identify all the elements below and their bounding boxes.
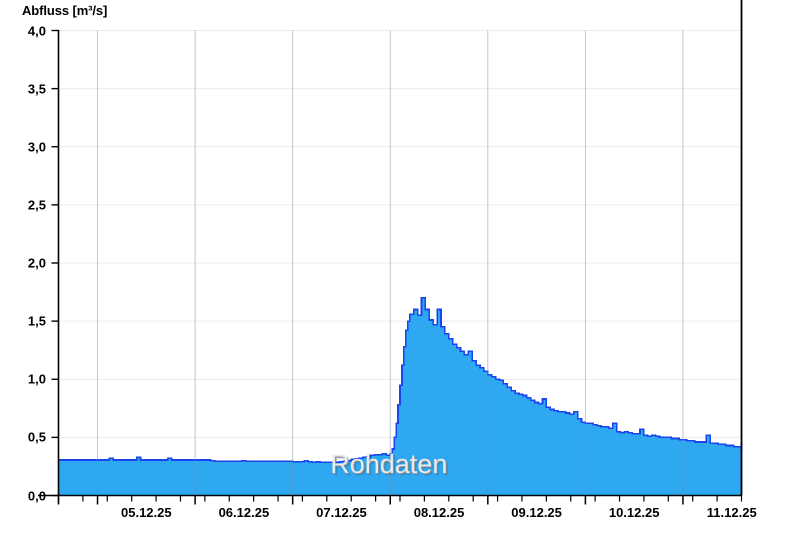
x-tick-label: 11.12.25 <box>706 505 757 520</box>
axis-lines-group <box>38 0 743 505</box>
tick-marks-group <box>51 29 743 505</box>
x-tick-label: 10.12.25 <box>608 505 660 520</box>
series-outline <box>58 297 743 464</box>
y-tick-label: 0,0 <box>27 488 46 503</box>
y-tick-label: 2,0 <box>27 255 46 271</box>
y-tick-label: 1,0 <box>27 371 46 387</box>
y-tick-label: 4,0 <box>27 23 46 38</box>
x-tick-label: 09.12.25 <box>511 505 562 520</box>
y-tick-label: 2,5 <box>27 197 46 213</box>
x-tick-label: 08.12.25 <box>413 505 465 520</box>
y-axis-title: Abfluss [m³/s] <box>22 3 108 18</box>
x-tick-label: 06.12.25 <box>218 505 270 520</box>
series-group <box>58 297 743 496</box>
gridlines-group <box>58 30 742 438</box>
y-tick-label: 0,5 <box>27 429 46 445</box>
x-tick-label: 07.12.25 <box>316 505 367 520</box>
y-tick-label: 3,5 <box>27 81 46 97</box>
y-tick-label: 3,0 <box>27 139 46 155</box>
y-tick-label: 1,5 <box>27 313 46 329</box>
x-tick-label: 05.12.25 <box>121 505 172 520</box>
